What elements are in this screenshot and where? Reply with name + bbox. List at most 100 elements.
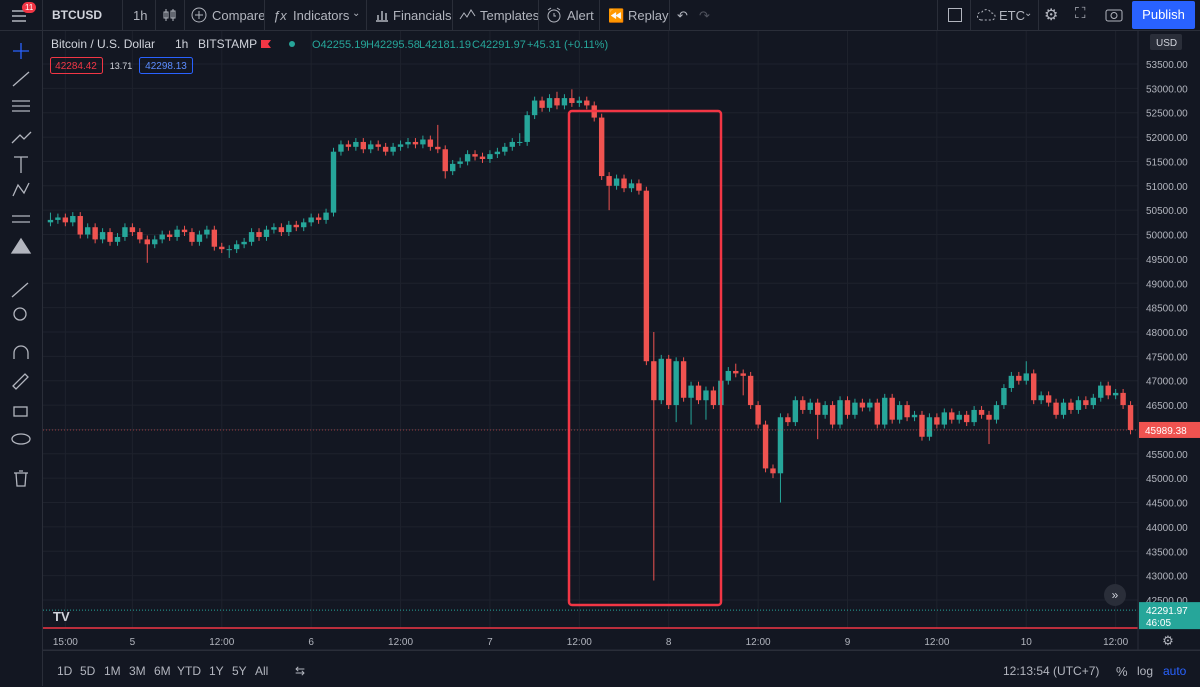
log-toggle[interactable]: log: [1137, 664, 1154, 678]
snapshot-icon[interactable]: [1104, 6, 1124, 24]
y-tick-label: 49500.00: [1146, 255, 1188, 266]
save-status[interactable]: ETC: [999, 8, 1025, 23]
currency[interactable]: USD: [1156, 38, 1177, 49]
range-button[interactable]: 1D: [57, 664, 73, 678]
candle-body: [755, 405, 761, 425]
date-range-icon[interactable]: ⇆: [295, 664, 306, 678]
candle-body: [747, 375, 754, 406]
visibility-tool: [11, 433, 31, 445]
toolbar-item[interactable]: Alert: [567, 8, 594, 23]
candle-body: [308, 217, 314, 223]
currency-button[interactable]: [1150, 34, 1182, 50]
candle-body: [911, 414, 918, 418]
candle-body: [703, 390, 709, 401]
candle-body: [315, 217, 322, 220]
candle-body: [554, 98, 560, 106]
candle-body: [971, 409, 977, 423]
range-button[interactable]: 3M: [129, 664, 146, 678]
ruler-tool: [11, 282, 29, 298]
candle-body: [1001, 388, 1007, 406]
x-tick-label: 8: [666, 637, 672, 648]
auto-toggle[interactable]: auto: [1163, 664, 1187, 678]
y-tick-label: 51000.00: [1146, 182, 1188, 193]
candle-body: [159, 234, 165, 240]
candle-body: [531, 100, 538, 116]
candle-body: [733, 370, 739, 374]
dropdown-arrow[interactable]: ⌄: [1024, 8, 1033, 19]
candle-body: [785, 417, 791, 423]
candle-body: [978, 409, 985, 415]
candle-body: [233, 244, 240, 250]
toolbar-item[interactable]: Replay: [628, 8, 669, 23]
candle-body: [695, 385, 702, 401]
toolbar-item[interactable]: Financials: [393, 8, 452, 23]
fullscreen-icon[interactable]: ⛶: [1075, 5, 1086, 22]
range-button[interactable]: YTD: [177, 664, 201, 678]
candle-body: [1112, 392, 1119, 396]
axis-settings[interactable]: ⚙: [1162, 633, 1174, 648]
candle-body: [896, 405, 903, 420]
candle-body: [196, 234, 203, 242]
candle-body: [442, 149, 448, 172]
scroll-icon[interactable]: »: [1112, 588, 1119, 602]
settings-icon[interactable]: ⚙: [1044, 7, 1059, 24]
toolbar-item[interactable]: Templates: [480, 8, 540, 23]
range-button[interactable]: 1Y: [209, 664, 224, 678]
percent-toggle[interactable]: %: [1116, 664, 1128, 679]
flag-icon: [261, 40, 271, 48]
publish-button[interactable]: Publish: [1132, 1, 1195, 29]
toolbar-item[interactable]: Compare: [212, 8, 266, 23]
dropdown-arrow[interactable]: ⌄: [352, 8, 361, 19]
candle-body: [1090, 397, 1097, 406]
range-button[interactable]: 6M: [154, 664, 171, 678]
redo[interactable]: ↷: [699, 8, 710, 23]
candle-body: [822, 405, 828, 415]
candle-body: [889, 397, 895, 420]
candle-body: [323, 212, 329, 220]
candle-body: [904, 405, 910, 418]
candle-body: [956, 414, 962, 420]
candle-body: [509, 141, 515, 147]
candle-body: [829, 405, 836, 425]
bottom-bar: 1D 5D 1M 3M 6M YTD 1Y 5Y All ⇆ 12:13:54 (UTC+7)% lo…: [43, 650, 1200, 687]
candle-body: [122, 227, 128, 237]
bid: 42284.42: [55, 61, 97, 72]
candle-body: [1075, 400, 1082, 410]
range-button[interactable]: 1M: [104, 664, 121, 678]
candle-body: [390, 146, 396, 152]
chart-type-icon[interactable]: [162, 7, 178, 23]
x-tick-label: 5: [130, 637, 136, 648]
candle-body: [919, 414, 925, 437]
candle-body: [494, 151, 501, 155]
y-tick-label: 52500.00: [1146, 109, 1188, 120]
candle-body: [345, 144, 352, 147]
candle-body: [226, 249, 232, 251]
candle-body: [457, 161, 463, 164]
candle-body: [479, 156, 486, 160]
candle-body: [338, 144, 344, 152]
candle-body: [926, 417, 933, 437]
interval[interactable]: 1h: [133, 8, 148, 23]
candle-body: [464, 154, 471, 162]
toolbar-item[interactable]: Indicators: [293, 8, 350, 23]
undo[interactable]: ↶: [677, 8, 688, 23]
layout-icon[interactable]: [947, 7, 963, 23]
symbol[interactable]: BTCUSD: [52, 8, 102, 22]
candle-body: [241, 241, 247, 245]
candle-body: [412, 141, 419, 145]
scroll-button[interactable]: [1104, 584, 1126, 606]
trash-tool: [14, 470, 28, 487]
candle-body: [621, 178, 627, 189]
symbol-name: Bitcoin / U.S. Dollar: [51, 37, 155, 51]
legend-exchange: BITSTAMP: [198, 37, 257, 51]
range-button[interactable]: 5Y: [232, 664, 247, 678]
candle-body: [353, 141, 359, 147]
candle-body: [963, 414, 970, 423]
candle-body: [449, 163, 456, 172]
range-button[interactable]: All: [255, 664, 269, 678]
range-button[interactable]: 5D: [80, 664, 96, 678]
candle-body: [435, 146, 441, 150]
ohlc-high: H42295.58: [366, 39, 420, 51]
candle-body: [47, 219, 54, 223]
clock[interactable]: 12:13:54 (UTC+7): [1003, 664, 1100, 678]
